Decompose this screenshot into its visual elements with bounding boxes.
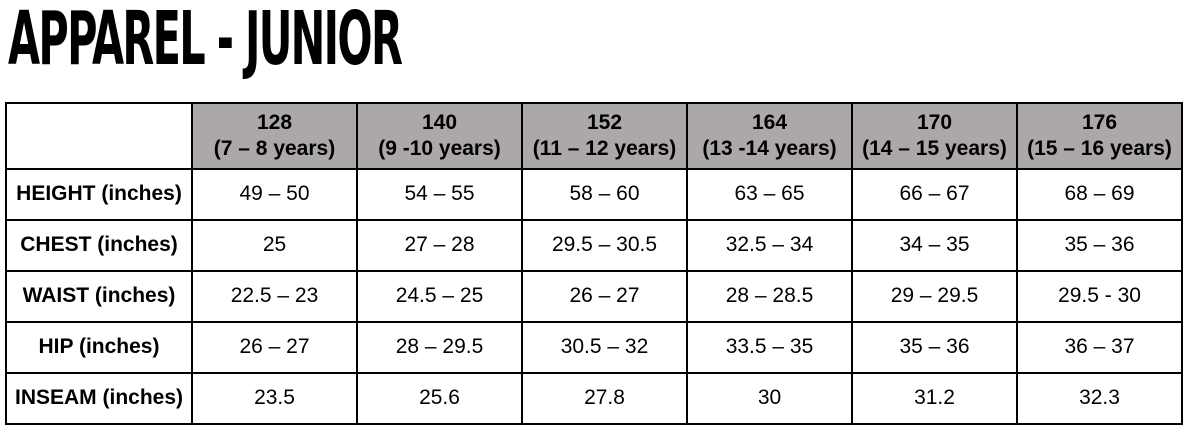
size-age-range: (7 – 8 years) bbox=[213, 137, 336, 160]
hip-value: 30.5 – 32 bbox=[521, 321, 688, 374]
waist-value: 22.5 – 23 bbox=[191, 270, 358, 323]
size-number: 128 bbox=[256, 110, 293, 134]
header-row: 128 (7 – 8 years) 140 (9 -10 years) 152 … bbox=[5, 102, 1183, 170]
column-header-140: 140 (9 -10 years) bbox=[356, 102, 523, 170]
size-number: 170 bbox=[916, 110, 953, 134]
column-header-170: 170 (14 – 15 years) bbox=[851, 102, 1018, 170]
hip-value: 28 – 29.5 bbox=[356, 321, 523, 374]
waist-value: 29 – 29.5 bbox=[851, 270, 1018, 323]
waist-value: 28 – 28.5 bbox=[686, 270, 853, 323]
row-label-inseam: INSEAM (inches) bbox=[5, 372, 193, 425]
inseam-value: 27.8 bbox=[521, 372, 688, 425]
inseam-value: 30 bbox=[686, 372, 853, 425]
size-age-range: (9 -10 years) bbox=[378, 137, 501, 160]
inseam-value: 25.6 bbox=[356, 372, 523, 425]
size-number: 164 bbox=[751, 110, 788, 134]
hip-value: 35 – 36 bbox=[851, 321, 1018, 374]
hip-value: 26 – 27 bbox=[191, 321, 358, 374]
corner-cell bbox=[5, 102, 193, 170]
waist-value: 24.5 – 25 bbox=[356, 270, 523, 323]
table-row-hip: HIP (inches) 26 – 27 28 – 29.5 30.5 – 32… bbox=[5, 321, 1183, 374]
table-row-waist: WAIST (inches) 22.5 – 23 24.5 – 25 26 – … bbox=[5, 270, 1183, 323]
table-row-height: HEIGHT (inches) 49 – 50 54 – 55 58 – 60 … bbox=[5, 168, 1183, 221]
chest-value: 34 – 35 bbox=[851, 219, 1018, 272]
size-number: 140 bbox=[421, 110, 458, 134]
size-age-range: (11 – 12 years) bbox=[532, 137, 677, 160]
waist-value: 26 – 27 bbox=[521, 270, 688, 323]
size-number: 152 bbox=[586, 110, 623, 134]
inseam-value: 31.2 bbox=[851, 372, 1018, 425]
waist-value: 29.5 - 30 bbox=[1016, 270, 1183, 323]
row-label-hip: HIP (inches) bbox=[5, 321, 193, 374]
height-value: 58 – 60 bbox=[521, 168, 688, 221]
height-value: 66 – 67 bbox=[851, 168, 1018, 221]
row-label-chest: CHEST (inches) bbox=[5, 219, 193, 272]
row-label-waist: WAIST (inches) bbox=[5, 270, 193, 323]
size-age-range: (14 – 15 years) bbox=[862, 137, 1007, 160]
column-header-176: 176 (15 – 16 years) bbox=[1016, 102, 1183, 170]
row-label-height: HEIGHT (inches) bbox=[5, 168, 193, 221]
inseam-value: 23.5 bbox=[191, 372, 358, 425]
table-row-chest: CHEST (inches) 25 27 – 28 29.5 – 30.5 32… bbox=[5, 219, 1183, 272]
column-header-164: 164 (13 -14 years) bbox=[686, 102, 853, 170]
chest-value: 27 – 28 bbox=[356, 219, 523, 272]
chest-value: 25 bbox=[191, 219, 358, 272]
height-value: 54 – 55 bbox=[356, 168, 523, 221]
inseam-value: 32.3 bbox=[1016, 372, 1183, 425]
height-value: 63 – 65 bbox=[686, 168, 853, 221]
chest-value: 29.5 – 30.5 bbox=[521, 219, 688, 272]
hip-value: 36 – 37 bbox=[1016, 321, 1183, 374]
column-header-128: 128 (7 – 8 years) bbox=[191, 102, 358, 170]
size-number: 176 bbox=[1081, 110, 1118, 134]
size-age-range: (13 -14 years) bbox=[702, 137, 837, 160]
height-value: 68 – 69 bbox=[1016, 168, 1183, 221]
hip-value: 33.5 – 35 bbox=[686, 321, 853, 374]
page-title: APPAREL - JUNIOR bbox=[8, 0, 403, 82]
column-header-152: 152 (11 – 12 years) bbox=[521, 102, 688, 170]
table-row-inseam: INSEAM (inches) 23.5 25.6 27.8 30 31.2 3… bbox=[5, 372, 1183, 425]
height-value: 49 – 50 bbox=[191, 168, 358, 221]
size-age-range: (15 – 16 years) bbox=[1027, 137, 1172, 160]
size-chart-table: 128 (7 – 8 years) 140 (9 -10 years) 152 … bbox=[5, 102, 1183, 425]
chest-value: 32.5 – 34 bbox=[686, 219, 853, 272]
chest-value: 35 – 36 bbox=[1016, 219, 1183, 272]
